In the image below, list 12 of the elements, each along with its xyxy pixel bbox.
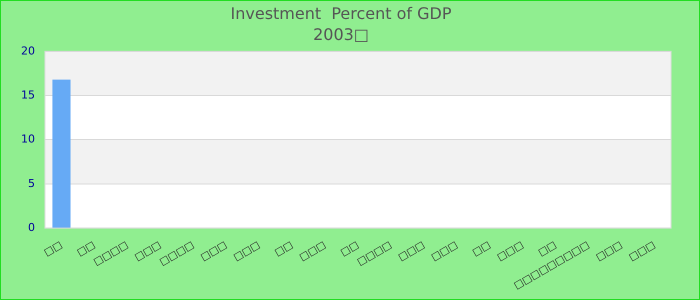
x-tick-label: □□ [42,240,64,259]
y-tick-label: 10 [20,132,35,146]
y-tick-label: 0 [28,220,35,234]
x-tick-label: □□ [273,240,295,259]
x-tick-label: □□ [470,240,493,259]
y-tick-label: 5 [28,176,35,190]
y-tick-label: 15 [20,88,35,102]
y-tick-label: 20 [20,44,35,58]
x-tick-label: □□ [338,240,361,259]
x-tick-label: □□ [75,240,98,259]
chart-subtitle: 2003□ [313,24,369,44]
chart-title: Investment Percent of GDP [230,4,452,23]
